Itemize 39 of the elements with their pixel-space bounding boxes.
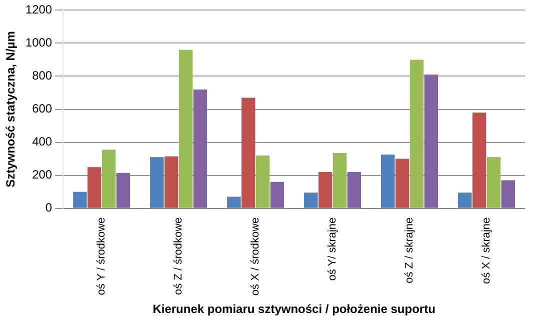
bar	[347, 172, 362, 208]
bar	[472, 112, 486, 208]
bar	[304, 192, 318, 208]
bar	[256, 156, 270, 208]
bar	[270, 182, 284, 208]
y-axis-title: Sztywność statyczna, N/µm	[4, 31, 18, 188]
bar	[395, 158, 410, 208]
x-axis-title: Kierunek pomiaru sztywności / położenie suportu	[152, 302, 436, 316]
bar	[318, 172, 332, 208]
bar	[164, 156, 178, 208]
bar	[193, 89, 208, 208]
bar	[178, 50, 193, 208]
y-tick-label: 600	[32, 102, 52, 116]
bar	[458, 192, 472, 208]
x-tick-label: oś Y/ skrajne	[326, 217, 339, 281]
x-tick-label: oś X / skrajne	[480, 217, 493, 284]
bar	[486, 157, 501, 208]
bar	[410, 60, 424, 208]
bar	[381, 154, 395, 208]
bar	[88, 167, 102, 208]
x-tick-label: oś Z / skrajne	[404, 217, 416, 284]
x-tick-label: oś Y / środkowe	[96, 217, 108, 296]
bar	[241, 98, 256, 208]
y-tick-label: 800	[32, 68, 52, 83]
y-tick-label: 400	[32, 134, 52, 149]
x-tick-label: oś Z / środkowe	[172, 217, 185, 295]
y-tick-label: 0	[45, 200, 52, 215]
bar	[332, 153, 347, 208]
bar	[116, 172, 130, 208]
y-tick-label: 1000	[25, 36, 52, 50]
bar	[73, 192, 87, 208]
bar	[150, 157, 164, 208]
x-tick-label: oś X / środkowe	[250, 217, 262, 296]
y-tick-label: 200	[32, 168, 52, 182]
bar	[227, 196, 241, 208]
bar	[501, 180, 516, 208]
y-tick-label: 1200	[25, 2, 52, 17]
bar	[102, 150, 116, 208]
bar	[424, 74, 438, 208]
